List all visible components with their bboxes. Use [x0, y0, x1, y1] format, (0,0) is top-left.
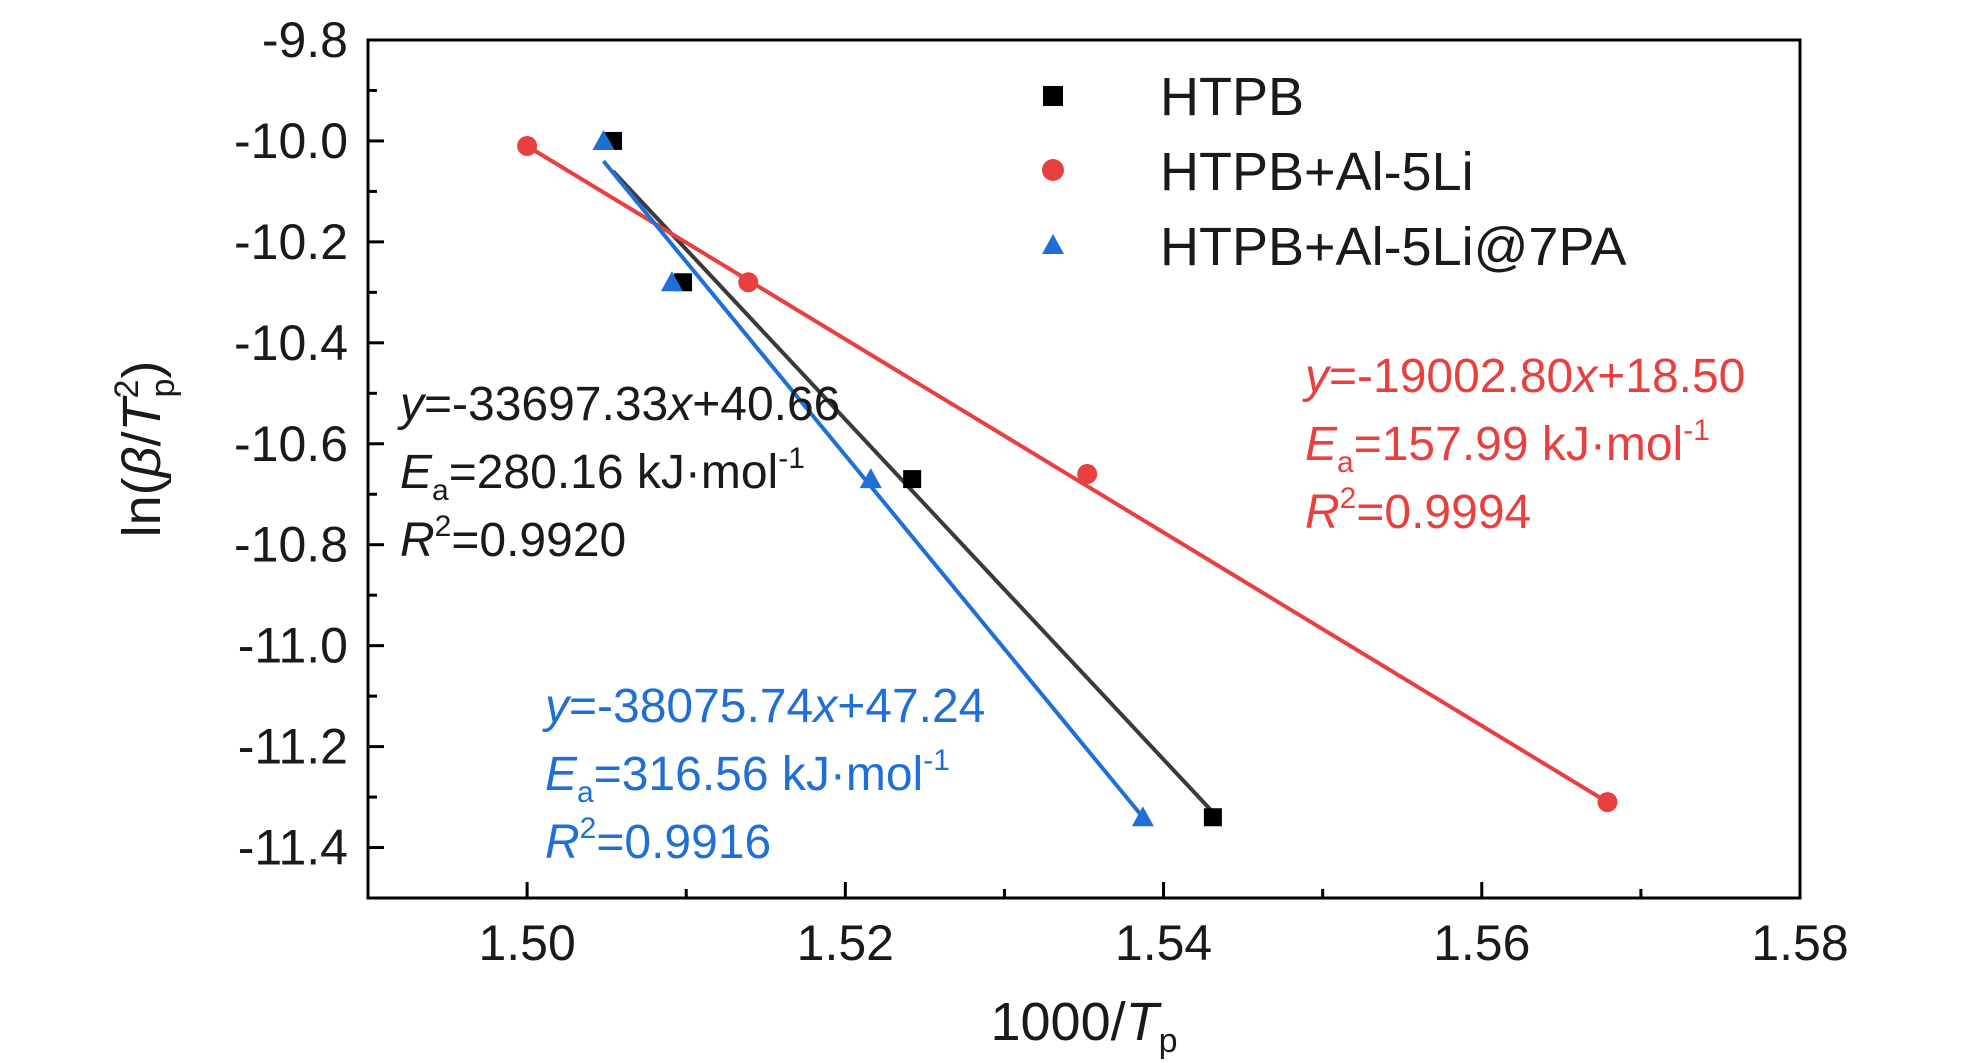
data-point-series-1 [517, 135, 538, 156]
equation-htpb-al-5li-r2: R2=0.9994 [1305, 482, 1531, 539]
equation-htpb-al-5li-7pa-r2: R2=0.9916 [545, 812, 771, 869]
data-point-series-0 [903, 470, 922, 489]
equation-htpb-al-5li: y=-19002.80x+18.50 Ea=157.99 kJ·mol-1 R2… [1302, 350, 1745, 539]
data-point-series-2 [592, 129, 615, 150]
x-tick-label: 1.58 [1751, 915, 1848, 971]
y-axis-title: ln(β/T2p) [108, 361, 182, 538]
equation-htpb-ea: Ea=280.16 kJ·mol-1 [400, 442, 805, 507]
data-point-series-2 [660, 271, 683, 292]
x-tick-label: 1.50 [478, 915, 575, 971]
equation-htpb-al-5li-7pa: y=-38075.74x+47.24 Ea=316.56 kJ·mol-1 R2… [542, 680, 985, 869]
fit-line-series-1 [526, 144, 1609, 804]
legend-marker-htpb-al-5li-7pa [1042, 234, 1064, 254]
fit-line-series-0 [611, 169, 1215, 814]
x-axis-title: 1000/Tp [990, 992, 1177, 1060]
y-tick-label: -10.6 [234, 416, 348, 472]
x-tick-label: 1.52 [797, 915, 894, 971]
y-tick-label: -10.4 [234, 315, 348, 371]
equation-htpb-r2: R2=0.9920 [400, 510, 626, 567]
legend-label-htpb: HTPB [1160, 67, 1304, 127]
equation-htpb: y=-33697.33x+40.66 Ea=280.16 kJ·mol-1 R2… [397, 378, 840, 567]
data-point-series-0 [1203, 808, 1222, 827]
x-tick-label: 1.56 [1433, 915, 1530, 971]
y-tick-label: -11.4 [238, 820, 348, 876]
legend-marker-htpb [1043, 86, 1063, 106]
equation-htpb-al-5li-ea: Ea=157.99 kJ·mol-1 [1305, 414, 1710, 479]
equation-htpb-al-5li-fit: y=-19002.80x+18.50 [1302, 350, 1745, 403]
legend: HTPB HTPB+Al-5Li HTPB+Al-5Li@7PA [1042, 67, 1627, 277]
legend-marker-htpb-al-5li [1042, 159, 1064, 181]
markers-layer [517, 129, 1618, 827]
y-tick-label: -10.2 [234, 214, 348, 270]
data-point-series-2 [1131, 806, 1154, 827]
fit-lines-layer [526, 144, 1609, 819]
y-tick-label: -10.8 [234, 517, 348, 573]
y-tick-label: -9.8 [262, 12, 348, 68]
fit-line-series-2 [601, 159, 1145, 819]
equation-htpb-al-5li-7pa-ea: Ea=316.56 kJ·mol-1 [545, 744, 950, 809]
y-tick-label: -11.0 [238, 618, 348, 674]
equation-htpb-fit: y=-33697.33x+40.66 [397, 378, 840, 431]
data-point-series-1 [738, 272, 759, 293]
data-point-series-2 [859, 468, 882, 489]
plot-frame [366, 38, 1802, 900]
x-tick-label: 1.54 [1115, 915, 1212, 971]
data-point-series-1 [1597, 792, 1618, 813]
y-tick-label: -10.0 [234, 113, 348, 169]
legend-label-htpb-al-5li-7pa: HTPB+Al-5Li@7PA [1160, 217, 1627, 277]
ticks-layer: 1.50 1.52 1.54 1.56 1.58 -9.8 -10.0 -10.2 -10.4 -… [234, 12, 1849, 971]
y-tick-label: -11.2 [238, 719, 348, 775]
data-point-series-1 [1077, 464, 1098, 485]
equation-htpb-al-5li-7pa-fit: y=-38075.74x+47.24 [542, 680, 985, 733]
legend-label-htpb-al-5li: HTPB+Al-5Li [1160, 142, 1474, 202]
